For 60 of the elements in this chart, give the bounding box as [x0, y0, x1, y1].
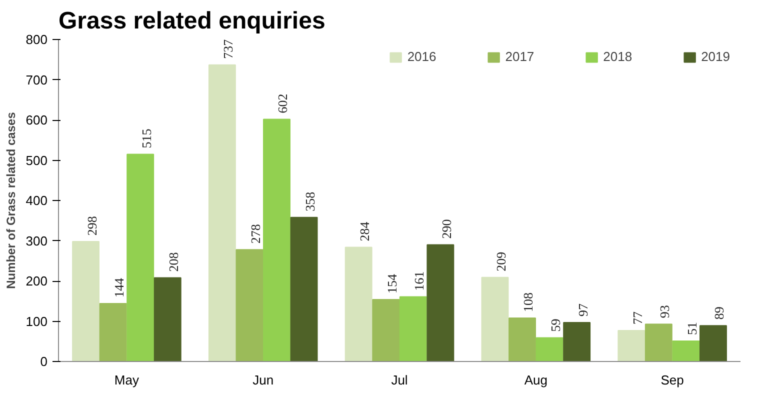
x-tick-label: Jun — [252, 372, 274, 388]
data-label: 77 — [630, 311, 645, 325]
legend-label: 2019 — [701, 49, 730, 64]
y-axis-title: Number of Grass related cases — [4, 112, 18, 289]
data-label: 59 — [548, 318, 564, 332]
bar — [644, 324, 672, 362]
data-label: 161 — [412, 271, 427, 291]
bar — [99, 303, 127, 362]
data-label: 290 — [438, 219, 454, 239]
data-label: 298 — [84, 216, 100, 236]
bar — [699, 325, 727, 362]
legend-label: 2017 — [505, 49, 534, 64]
bar — [126, 154, 154, 362]
x-tick-label: Sep — [660, 372, 684, 388]
bar — [399, 296, 427, 362]
data-label: 144 — [112, 278, 127, 298]
data-label: 108 — [520, 292, 536, 312]
bar — [263, 118, 290, 362]
legend-label: 2016 — [407, 49, 436, 64]
data-label: 284 — [357, 221, 372, 242]
data-label: 209 — [493, 252, 508, 272]
data-label: 208 — [166, 252, 182, 272]
y-tick-label: 500 — [26, 152, 48, 168]
x-tick-label: Aug — [524, 372, 548, 388]
data-label: 602 — [275, 94, 290, 114]
y-tick-label: 200 — [26, 274, 48, 288]
data-label: 97 — [575, 302, 590, 316]
y-tick-label: 800 — [26, 32, 48, 47]
y-tick-label: 400 — [26, 193, 48, 208]
bar — [290, 216, 318, 362]
bar — [672, 340, 700, 362]
bar — [426, 244, 454, 362]
data-label: 278 — [248, 224, 263, 244]
bar — [236, 249, 264, 362]
x-tick-label: May — [114, 372, 140, 388]
bar — [344, 246, 372, 362]
data-label: 358 — [302, 192, 318, 212]
bar — [481, 276, 509, 362]
bar — [563, 322, 591, 362]
y-tick-label: 100 — [26, 314, 48, 329]
bar — [208, 64, 236, 362]
x-tick-label: Jul — [391, 372, 408, 388]
data-label: 737 — [220, 38, 236, 59]
bar — [372, 299, 400, 362]
data-label: 515 — [138, 128, 154, 148]
legend-label: 2018 — [603, 49, 632, 64]
data-label: 93 — [657, 305, 672, 318]
bar — [154, 277, 182, 362]
chart-title: Grass related enquiries — [58, 8, 326, 34]
y-tick-label: 600 — [26, 112, 48, 128]
y-tick-label: 300 — [26, 233, 48, 248]
y-tick-label: 700 — [26, 72, 48, 88]
data-label: 89 — [712, 306, 727, 320]
bar — [618, 330, 646, 362]
bar — [508, 318, 536, 362]
bar — [536, 337, 564, 362]
data-label: 51 — [684, 322, 700, 335]
y-tick-label: 0 — [40, 354, 48, 369]
bar — [72, 241, 100, 362]
data-label: 154 — [384, 274, 400, 294]
